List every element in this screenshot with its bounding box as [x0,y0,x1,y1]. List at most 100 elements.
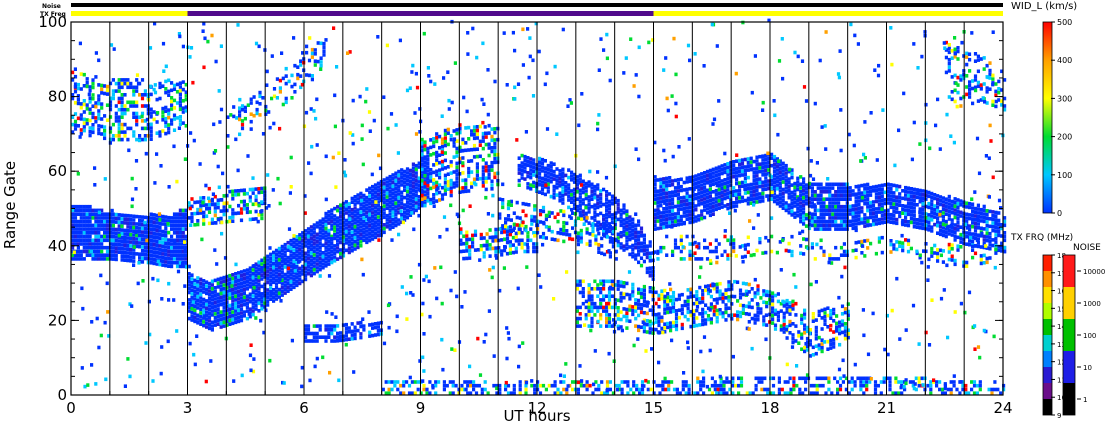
data-cell [251,301,255,306]
data-cell [385,195,389,199]
data-cell [216,205,220,210]
data-cell [385,176,389,181]
data-cell [571,211,575,215]
data-cell [711,190,715,194]
data-cell [123,221,127,225]
data-cell [930,214,934,218]
data-cell [648,286,652,290]
data-cell [388,178,392,183]
data-cell [708,168,712,173]
data-cell [240,126,245,131]
data-cell [199,303,203,308]
data-cell [213,300,217,305]
data-cell [301,264,305,269]
data-cell [490,168,494,172]
data-cell [403,210,407,215]
data-cell [170,257,174,261]
data-cell [295,276,299,280]
data-cell [254,187,258,191]
data-cell [921,222,925,227]
data-cell [149,216,153,220]
data-cell [309,339,313,343]
data-cell [184,257,188,261]
data-cell [625,307,629,312]
data-cell [599,204,603,208]
data-cell [277,280,281,284]
data-cell [108,219,113,224]
data-cell [76,101,80,106]
data-cell [403,203,407,207]
data-cell [359,191,363,196]
data-cell [706,314,711,318]
data-cell [353,213,357,218]
data-cell [237,319,241,324]
data-cell [552,177,556,181]
data-cell [123,122,127,127]
data-cell [473,248,478,252]
data-cell [717,202,721,207]
data-cell [371,192,375,196]
data-cell [889,190,893,195]
data-cell [394,201,398,205]
data-cell [857,218,861,222]
data-cell [472,132,477,137]
data-cell [683,299,687,304]
data-cell [394,186,398,190]
data-cell [339,237,343,241]
data-cell [671,305,676,310]
data-cell [909,201,913,206]
data-cell [333,244,337,248]
data-cell [727,313,731,318]
data-cell [540,161,545,166]
data-cell [982,215,986,220]
data-cell [350,333,354,337]
data-cell [526,163,530,168]
data-cell [339,233,343,237]
data-cell [455,172,459,177]
data-cell [721,300,725,304]
data-cell [752,193,756,197]
data-cell [679,199,683,204]
data-cell [327,221,331,225]
data-cell [816,182,820,187]
data-cell [155,254,159,259]
data-cell [100,242,104,246]
data-cell [245,203,249,207]
data-cell [175,101,180,105]
data-cell [782,322,786,327]
data-cell [575,316,579,321]
data-cell [312,238,316,242]
data-cell [347,213,351,217]
data-cell [619,216,623,220]
data-cell [694,181,698,186]
data-cell [289,250,293,254]
data-cell [714,177,718,182]
data-cell [292,281,296,286]
data-cell [149,246,153,250]
data-cell [289,238,293,243]
data-cell [793,189,797,193]
data-cell [631,228,635,233]
data-cell [158,251,162,256]
data-cell [547,210,551,215]
data-cell [828,219,832,224]
data-cell [286,240,290,245]
data-cell [245,301,249,306]
data-cell [103,212,107,216]
data-cell [225,286,229,290]
data-cell [819,223,823,228]
data-cell [874,184,878,189]
data-cell [152,231,156,236]
data-cell [461,141,465,145]
data-cell [593,207,597,211]
data-cell [909,198,913,202]
data-cell [732,193,736,198]
data-cell [228,288,232,293]
data-cell [286,278,290,282]
data-cell [564,173,568,178]
data-cell [178,81,182,85]
data-cell [679,214,683,219]
data-cell [234,305,238,310]
data-cell [284,66,288,71]
data-cell [723,163,727,167]
